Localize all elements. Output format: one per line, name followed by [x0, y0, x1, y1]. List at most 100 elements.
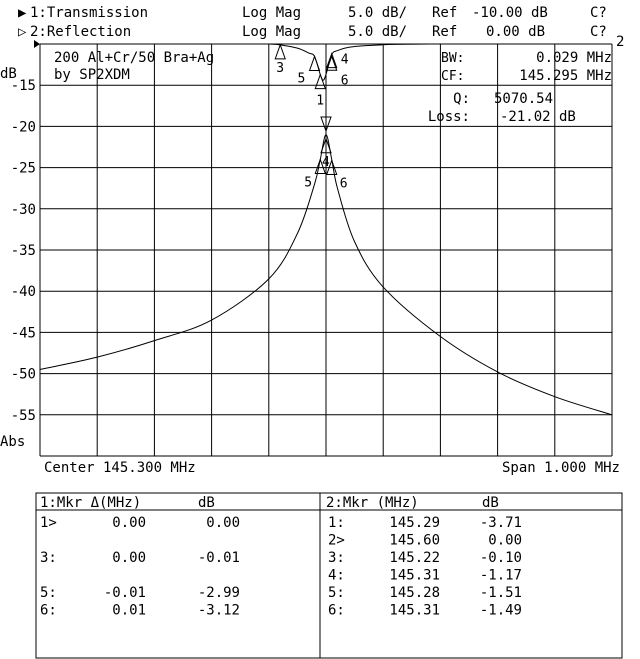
marker-frequency: 145.22	[389, 550, 440, 566]
y-tick-label: -20	[11, 119, 36, 135]
marker-triangle-icon	[314, 157, 326, 174]
marker-table-trace1: 1:Mkr Δ(MHz) dB 1> 0.00 0.00 3: 0.00 -0.01 5: -…	[40, 495, 240, 619]
marker-triangle-icon	[314, 73, 326, 90]
ch2-status: C?	[590, 24, 607, 40]
ch2-scale: 5.0 dB/	[348, 24, 407, 40]
marker-frequency: 0.01	[112, 603, 146, 619]
y-tick-label: -15	[11, 78, 36, 94]
span-frequency: Span 1.000 MHz	[502, 460, 620, 476]
marker-frequency: 145.29	[389, 515, 440, 531]
marker-id: 6:	[40, 603, 57, 619]
trace2-marker-3[interactable]: 3	[274, 43, 286, 76]
table2-header-freq: 2:Mkr (MHz)	[326, 495, 419, 511]
marker-value: -3.71	[480, 515, 522, 531]
marker-value: -0.01	[198, 550, 240, 566]
trace-1-line	[39, 134, 613, 416]
marker-id: 5:	[40, 585, 57, 601]
marker-frequency: 145.28	[389, 585, 440, 601]
ch2-label: 2:Reflection	[30, 24, 131, 40]
ch1-scale: 5.0 dB/	[348, 5, 407, 21]
marker-triangle-icon	[308, 54, 321, 71]
cf-value: 145.295 MHz	[519, 68, 612, 84]
ch1-format: Log Mag	[242, 5, 301, 21]
trace2-marker-2[interactable]: 2	[616, 34, 624, 50]
marker-id: 4:	[328, 568, 345, 584]
bw-label: BW:	[441, 51, 464, 66]
marker-label: 5	[298, 71, 306, 86]
marker-triangle-icon	[326, 52, 338, 69]
marker-id: 1>	[40, 515, 57, 531]
channel2-header: ▷ 2:Reflection Log Mag 5.0 dB/ Ref 0.00 …	[18, 24, 607, 40]
marker-label: 4	[341, 53, 349, 68]
trace2-marker-6[interactable]: 6	[326, 54, 349, 88]
table2-header-db: dB	[482, 495, 499, 511]
table-row: 1> 0.00 0.00	[40, 515, 240, 531]
y-axis-format-label: Abs	[0, 434, 25, 450]
marker-label: 1	[316, 94, 324, 109]
y-tick-label: -45	[11, 325, 36, 341]
y-tick-label: -35	[11, 243, 36, 259]
marker-label: 5	[304, 175, 312, 190]
marker-label: 4	[322, 155, 330, 170]
loss-label: Loss:	[428, 109, 470, 125]
ch1-ref: -10.00 dB	[472, 5, 548, 21]
marker-id: 5:	[328, 585, 345, 601]
marker-id: 3:	[40, 550, 57, 566]
marker-frequency: 145.31	[389, 568, 440, 584]
marker-id: 3:	[328, 550, 345, 566]
marker-value: -1.17	[480, 568, 522, 584]
q-value: 5070.54	[494, 91, 553, 107]
traces	[39, 43, 613, 416]
marker-frequency: -0.01	[104, 585, 146, 601]
ch2-format: Log Mag	[242, 24, 301, 40]
trace2-marker-5[interactable]: 5	[298, 54, 321, 86]
ch2-ref: 0.00 dB	[486, 24, 545, 40]
table-row: 2> 145.60 0.00	[328, 533, 522, 549]
table-row: 5: -0.01 -2.99	[40, 585, 240, 601]
marker-frequency: 145.31	[389, 603, 440, 619]
marker-frequency: 0.00	[112, 515, 146, 531]
y-tick-label: -40	[11, 284, 36, 300]
y-axis-label: dB	[0, 66, 17, 82]
table-row: 5: 145.28 -1.51	[328, 585, 522, 601]
table1-header-db: dB	[198, 495, 215, 511]
annotation-title: 200 Al+Cr/50 Bra+Ag	[54, 50, 214, 66]
marker-value: -3.12	[198, 603, 240, 619]
marker-value: -0.10	[480, 550, 522, 566]
marker-triangle-icon	[320, 137, 332, 154]
marker-id: 6:	[328, 603, 345, 619]
trace2-marker-4[interactable]: 4	[326, 52, 349, 69]
channel1-header: ▶ 1:Transmission Log Mag 5.0 dB/ Ref -10…	[18, 5, 607, 21]
marker-label: 6	[341, 73, 349, 88]
table-row: 6: 0.01 -3.12	[40, 603, 240, 619]
y-tick-label: -25	[11, 161, 36, 177]
marker-triangle-icon	[274, 43, 286, 60]
marker-frequency: 0.00	[112, 550, 146, 566]
trace1-marker-1[interactable]	[320, 116, 332, 133]
marker-value: -1.49	[480, 603, 522, 619]
cf-label: CF:	[441, 69, 464, 84]
y-tick-label: -30	[11, 202, 36, 218]
ch1-ref-label: Ref	[432, 5, 457, 21]
marker-id: 1:	[328, 515, 345, 531]
trace1-marker-6[interactable]: 6	[326, 159, 348, 192]
marker-label: 3	[276, 61, 284, 76]
y-tick-label: -50	[11, 367, 36, 383]
bw-value: 0.029 MHz	[536, 50, 612, 66]
trace1-marker-5[interactable]: 5	[304, 157, 326, 190]
marker-active-triangle-icon	[320, 116, 332, 133]
trace1-marker-4[interactable]: 4	[320, 137, 332, 170]
marker-frequency: 145.60	[389, 533, 440, 549]
table1-header-freq: 1:Mkr Δ(MHz)	[40, 495, 141, 511]
marker-value: 0.00	[206, 515, 240, 531]
marker-triangle-icon	[326, 54, 338, 71]
ch2-ref-label: Ref	[432, 24, 457, 40]
ch1-label: 1:Transmission	[30, 5, 148, 21]
marker-id: 2>	[328, 533, 345, 549]
y-tick-label: -55	[11, 408, 36, 424]
trace2-marker-1[interactable]: 1	[314, 73, 326, 109]
ref-position-arrow-icon	[34, 40, 40, 48]
marker-label: 2	[616, 34, 624, 50]
